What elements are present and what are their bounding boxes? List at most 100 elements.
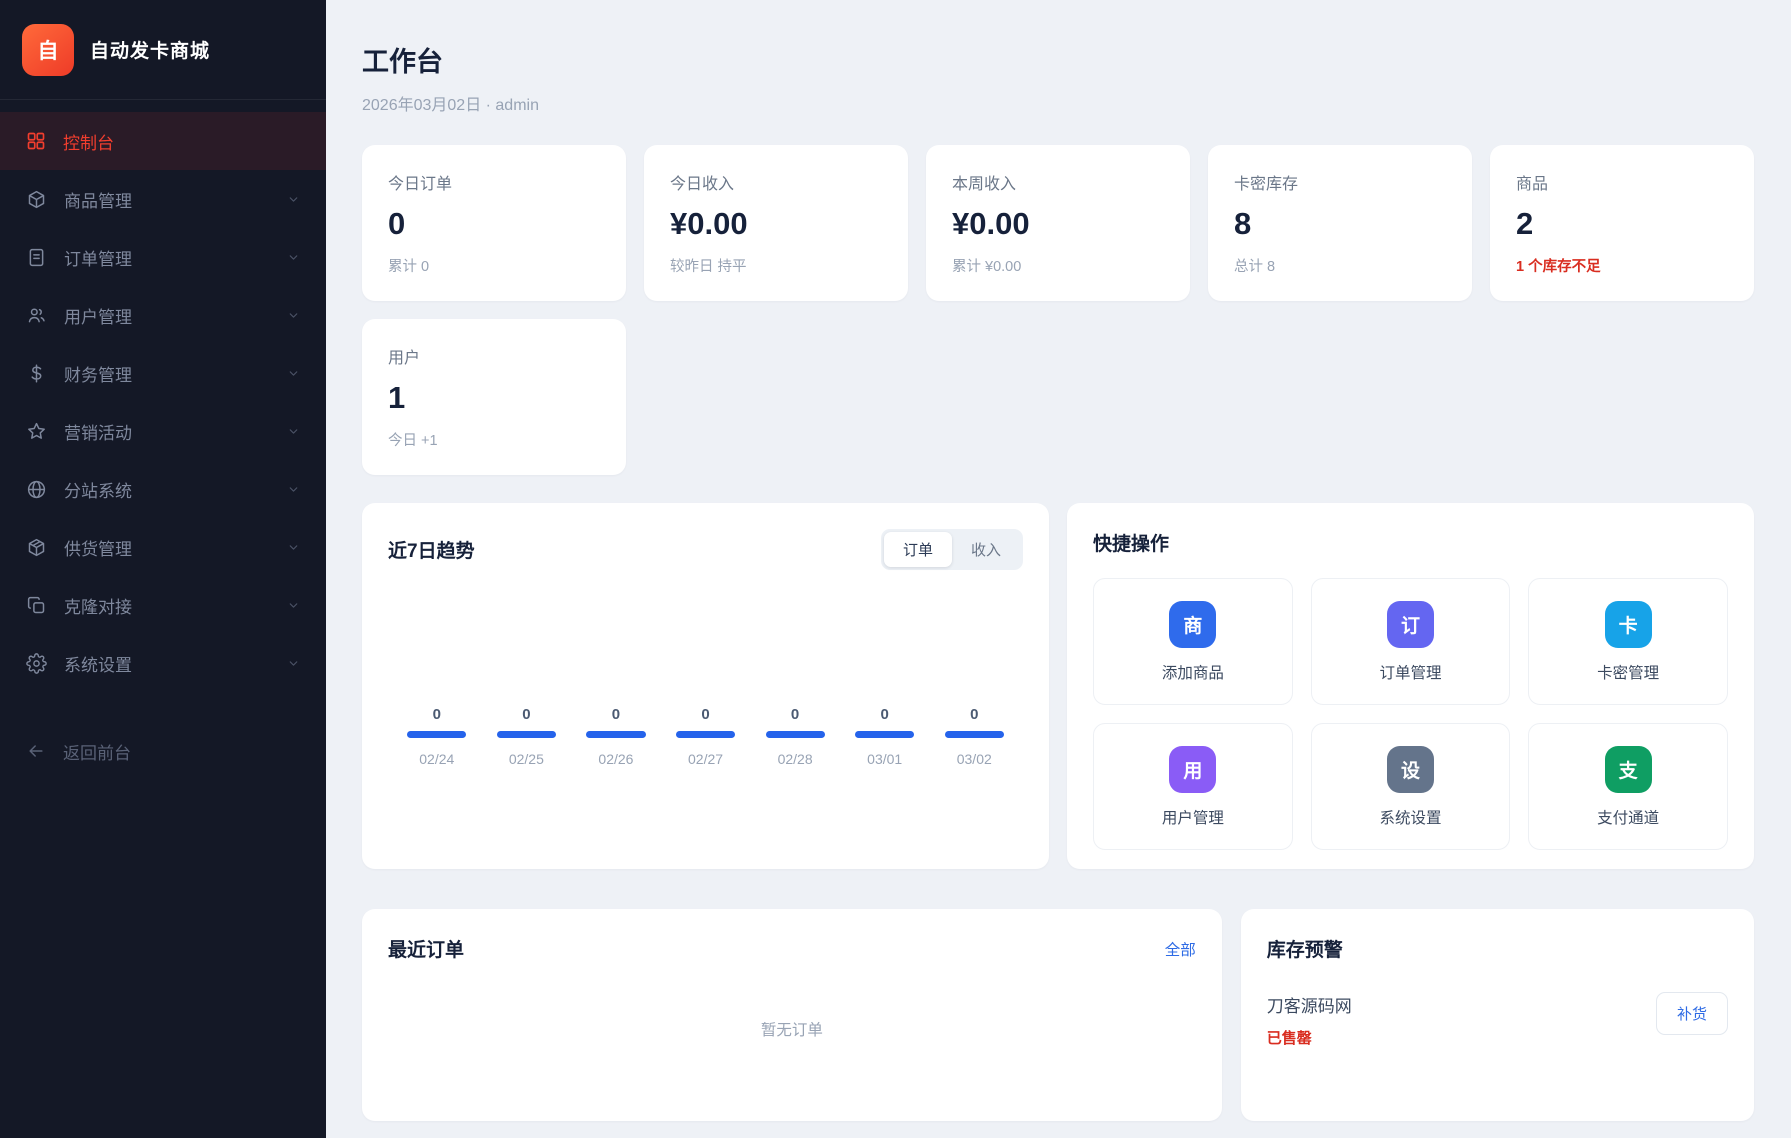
sidebar-item-label: 商品管理 (64, 191, 132, 211)
chevron-down-icon (287, 367, 300, 380)
stat-value: 0 (388, 206, 406, 241)
stat-label: 今日订单 (388, 176, 453, 193)
quick-actions-title: 快捷操作 (1093, 534, 1170, 555)
empty-orders-text: 暂无订单 (760, 1021, 823, 1039)
bar-value: 0 (880, 706, 889, 723)
quick-action-label: 支付通道 (1597, 809, 1660, 827)
copy-icon (27, 596, 45, 613)
sidebar-item-label: 订单管理 (64, 249, 132, 269)
sidebar-item-finance[interactable]: 财务管理 (0, 344, 326, 402)
bar-value: 0 (970, 706, 979, 723)
dollar-icon (31, 363, 42, 383)
quick-actions-panel: 快捷操作 商 添加商品 订 订单管理 卡 卡密管理 用 用户管理 (1067, 503, 1754, 869)
quick-action-card-keys[interactable]: 卡 卡密管理 (1528, 578, 1728, 705)
recent-orders-panel: 最近订单 全部 暂无订单 (362, 909, 1222, 1121)
sidebar-item-label: 财务管理 (64, 365, 132, 385)
sidebar-item-orders[interactable]: 订单管理 (0, 228, 326, 286)
sidebar-item-supply[interactable]: 供货管理 (0, 518, 326, 576)
quick-action-orders[interactable]: 订 订单管理 (1310, 578, 1511, 705)
stat-card-today-revenue: 今日收入 ¥0.00 较昨日 持平 (644, 145, 908, 301)
sidebar-item-settings[interactable]: 系统设置 (0, 634, 326, 692)
product-icon: 商 (1169, 600, 1217, 648)
card-key-icon: 卡 (1604, 600, 1652, 648)
gear-icon (26, 652, 47, 674)
tab-orders[interactable]: 订单 (883, 532, 952, 567)
quick-action-payment[interactable]: 支 支付通道 (1528, 723, 1728, 850)
stat-label: 卡密库存 (1234, 176, 1299, 193)
box-icon (28, 190, 45, 208)
bar-label: 02/24 (419, 751, 455, 767)
sidebar-item-dashboard[interactable]: 控制台 (0, 112, 326, 170)
bar-column: 0 02/24 (392, 706, 482, 767)
stat-card-card-stock: 卡密库存 8 总计 8 (1208, 145, 1472, 301)
chevron-down-icon (287, 193, 300, 206)
main-content: 工作台 2026年03月02日 · admin 今日订单 0 累计 0 今日收入… (326, 0, 1791, 1138)
page-title: 工作台 (362, 47, 443, 77)
stat-value: 2 (1516, 206, 1534, 241)
stat-sub: 总计 8 (1234, 259, 1276, 275)
bar (407, 731, 467, 738)
quick-action-settings[interactable]: 设 系统设置 (1310, 723, 1511, 850)
stat-label: 用户 (388, 350, 421, 367)
chart-title: 近7日趋势 (388, 541, 475, 562)
bar-value: 0 (432, 706, 441, 723)
stat-card-week-revenue: 本周收入 ¥0.00 累计 ¥0.00 (926, 145, 1190, 301)
chevron-down-icon (287, 599, 300, 612)
stat-value: ¥0.00 (670, 206, 748, 241)
quick-action-label: 添加商品 (1161, 664, 1224, 682)
stat-value: ¥0.00 (952, 206, 1030, 241)
sidebar-item-label: 返回前台 (63, 743, 131, 763)
document-icon (29, 248, 44, 266)
brand-title: 自动发卡商城 (90, 41, 211, 62)
stat-label: 商品 (1516, 176, 1549, 193)
user-icon: 用 (1169, 745, 1217, 793)
stat-card-products: 商品 2 1 个库存不足 (1490, 145, 1754, 301)
bar (675, 731, 736, 738)
grid-icon (27, 132, 45, 150)
quick-actions-grid: 商 添加商品 订 订单管理 卡 卡密管理 用 用户管理 设 系统设置 (1093, 578, 1728, 850)
stat-label: 本周收入 (952, 176, 1017, 193)
globe-icon (27, 480, 46, 498)
sidebar-item-back-to-front[interactable]: 返回前台 (0, 722, 326, 780)
brand-logo-icon: 自 (22, 23, 74, 76)
product-name: 刀客源码网 (1266, 997, 1352, 1016)
bar-label: 02/26 (598, 751, 634, 767)
sidebar-item-label: 系统设置 (64, 655, 132, 675)
sidebar-item-label: 克隆对接 (64, 597, 132, 617)
sidebar-item-clone[interactable]: 克隆对接 (0, 576, 326, 634)
bar-label: 02/25 (508, 751, 544, 767)
chevron-down-icon (287, 483, 300, 496)
sidebar-item-substations[interactable]: 分站系统 (0, 460, 326, 518)
stock-alert-item: 刀客源码网 已售罄 补货 (1267, 992, 1728, 1048)
trend-chart-panel: 近7日趋势 订单 收入 0 02/24 0 02/25 0 (362, 503, 1049, 869)
quick-action-label: 订单管理 (1379, 664, 1442, 682)
bar (496, 731, 556, 738)
sidebar-item-label: 控制台 (63, 133, 114, 153)
chevron-down-icon (287, 251, 300, 264)
quick-action-label: 系统设置 (1379, 809, 1442, 827)
restock-button[interactable]: 补货 (1655, 992, 1728, 1035)
bar (944, 731, 1004, 738)
view-all-link[interactable]: 全部 (1164, 941, 1196, 959)
quick-action-users[interactable]: 用 用户管理 (1093, 723, 1293, 850)
chevron-down-icon (287, 657, 300, 670)
stats-grid: 今日订单 0 累计 0 今日收入 ¥0.00 较昨日 持平 本周收入 ¥0.00… (362, 145, 1754, 475)
sidebar: 自 自动发卡商城 控制台 商品管理 订单管理 用户管理 财务管理 (0, 0, 326, 1138)
chart-header: 近7日趋势 订单 收入 (388, 529, 1023, 570)
sidebar-item-users[interactable]: 用户管理 (0, 286, 326, 344)
quick-action-add-product[interactable]: 商 添加商品 (1093, 578, 1293, 705)
bar-column: 0 03/01 (840, 706, 930, 767)
quick-action-label: 用户管理 (1161, 809, 1224, 827)
chevron-down-icon (287, 541, 300, 554)
stat-value: 1 (388, 380, 406, 415)
sidebar-item-label: 分站系统 (64, 481, 132, 501)
bar (855, 731, 915, 738)
package-icon (28, 538, 45, 556)
bar-label: 02/28 (777, 751, 813, 767)
tab-revenue[interactable]: 收入 (970, 542, 1001, 559)
sidebar-item-products[interactable]: 商品管理 (0, 170, 326, 228)
payment-icon: 支 (1604, 745, 1652, 793)
stat-card-today-orders: 今日订单 0 累计 0 (362, 145, 626, 301)
stat-sub: 较昨日 持平 (670, 259, 747, 275)
sidebar-item-marketing[interactable]: 营销活动 (0, 402, 326, 460)
